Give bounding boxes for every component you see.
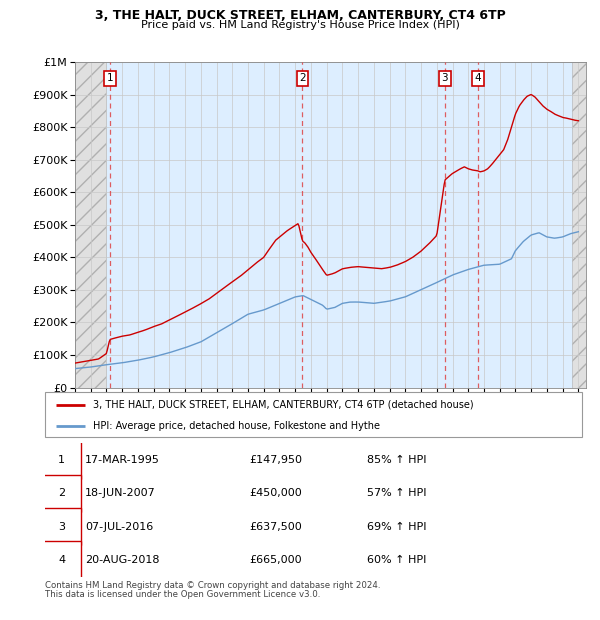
Text: 57% ↑ HPI: 57% ↑ HPI [367,489,427,498]
Text: Price paid vs. HM Land Registry's House Price Index (HPI): Price paid vs. HM Land Registry's House … [140,20,460,30]
Text: Contains HM Land Registry data © Crown copyright and database right 2024.: Contains HM Land Registry data © Crown c… [45,581,380,590]
FancyBboxPatch shape [45,392,582,437]
Text: £637,500: £637,500 [249,521,302,531]
Text: £450,000: £450,000 [249,489,302,498]
Text: 3: 3 [58,521,65,531]
Text: £665,000: £665,000 [249,555,302,565]
FancyBboxPatch shape [43,441,81,479]
Text: 69% ↑ HPI: 69% ↑ HPI [367,521,427,531]
Text: 1: 1 [58,455,65,465]
Text: 85% ↑ HPI: 85% ↑ HPI [367,455,427,465]
Text: 07-JUL-2016: 07-JUL-2016 [85,521,154,531]
Text: 60% ↑ HPI: 60% ↑ HPI [367,555,427,565]
FancyBboxPatch shape [43,475,81,512]
FancyBboxPatch shape [43,508,81,545]
Text: This data is licensed under the Open Government Licence v3.0.: This data is licensed under the Open Gov… [45,590,320,600]
Text: 3, THE HALT, DUCK STREET, ELHAM, CANTERBURY, CT4 6TP (detached house): 3, THE HALT, DUCK STREET, ELHAM, CANTERB… [94,400,474,410]
Text: 20-AUG-2018: 20-AUG-2018 [85,555,160,565]
Text: 17-MAR-1995: 17-MAR-1995 [85,455,160,465]
Text: 4: 4 [475,73,481,84]
Text: £147,950: £147,950 [249,455,302,465]
FancyBboxPatch shape [43,541,81,578]
Text: 4: 4 [58,555,65,565]
Text: 3: 3 [442,73,448,84]
Text: 2: 2 [58,489,65,498]
Bar [75,62,106,388]
Text: 2: 2 [299,73,306,84]
Text: 18-JUN-2007: 18-JUN-2007 [85,489,156,498]
Text: 3, THE HALT, DUCK STREET, ELHAM, CANTERBURY, CT4 6TP: 3, THE HALT, DUCK STREET, ELHAM, CANTERB… [95,9,505,22]
Text: HPI: Average price, detached house, Folkestone and Hythe: HPI: Average price, detached house, Folk… [94,421,380,431]
Text: 1: 1 [106,73,113,84]
Bar [572,62,586,388]
